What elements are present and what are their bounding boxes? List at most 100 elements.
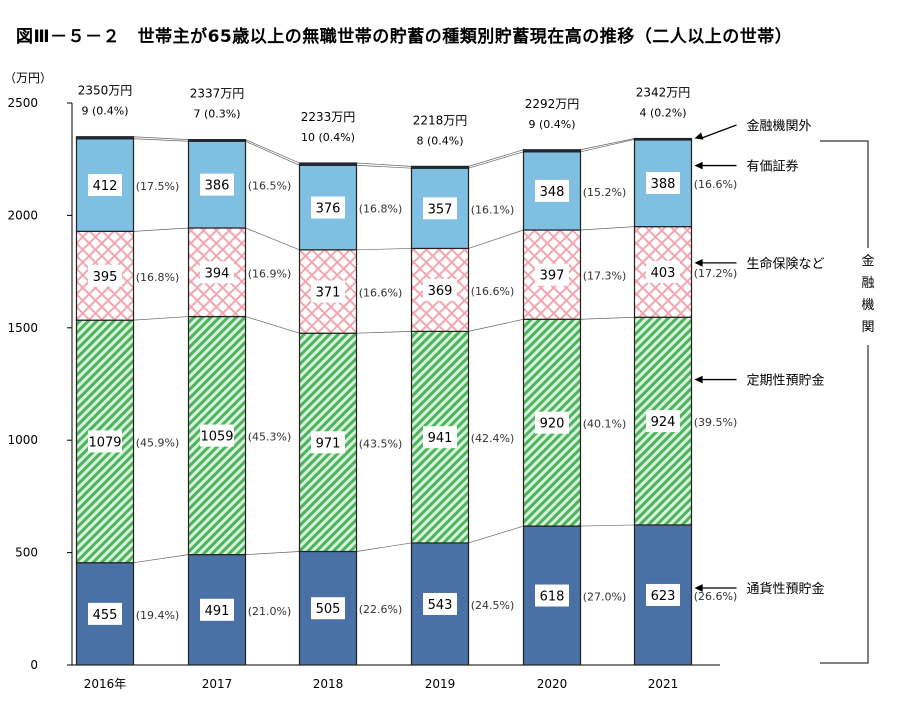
legend-label: 有価証券 bbox=[747, 159, 799, 175]
connector-line bbox=[245, 316, 300, 334]
bracket-label-char: 機 bbox=[861, 298, 874, 313]
value-label-box bbox=[88, 264, 122, 287]
bar-segment bbox=[522, 149, 582, 153]
x-tick-label: 2018 bbox=[313, 677, 344, 691]
x-tick-label: 2019 bbox=[425, 677, 456, 691]
connector-line bbox=[468, 318, 524, 332]
share-label: (21.0%) bbox=[248, 605, 292, 618]
connector-line bbox=[468, 151, 524, 169]
share-label: (16.6%) bbox=[694, 178, 738, 191]
connector-line bbox=[468, 229, 524, 249]
value-label-box bbox=[423, 426, 457, 449]
connector-line bbox=[356, 164, 412, 169]
value-label-box bbox=[423, 592, 457, 615]
connector-line bbox=[133, 138, 189, 142]
connector-line bbox=[580, 226, 635, 231]
bar-segment bbox=[187, 139, 247, 142]
value-label: 403 bbox=[651, 266, 676, 281]
bar-segment bbox=[75, 136, 135, 140]
y-axis-unit: （万円） bbox=[4, 71, 52, 85]
y-tick-label: 0 bbox=[30, 658, 38, 672]
value-label-box bbox=[88, 174, 122, 197]
share-label: (15.2%) bbox=[583, 186, 627, 199]
share-label: (24.5%) bbox=[471, 599, 515, 612]
value-label-box bbox=[88, 602, 122, 625]
value-label-box bbox=[88, 430, 122, 453]
outside-label: 7 (0.3%) bbox=[193, 108, 240, 121]
value-label: 941 bbox=[428, 431, 453, 446]
value-label-box bbox=[646, 172, 680, 195]
bracket-label-char: 融 bbox=[861, 276, 874, 291]
bracket-label-char: 関 bbox=[861, 320, 874, 335]
connector-line bbox=[245, 140, 300, 166]
bracket-label-char: 金 bbox=[861, 253, 874, 269]
value-label: 397 bbox=[540, 269, 565, 284]
value-label: 412 bbox=[93, 179, 118, 194]
connector-line bbox=[356, 248, 412, 251]
value-label-box bbox=[646, 410, 680, 433]
connector-line bbox=[356, 162, 412, 167]
share-label: (16.6%) bbox=[471, 285, 515, 298]
arrow-head-icon bbox=[694, 259, 703, 267]
value-label: 371 bbox=[316, 285, 341, 300]
connector-line bbox=[580, 139, 635, 153]
value-label: 1079 bbox=[88, 435, 121, 450]
share-label: (22.6%) bbox=[359, 603, 403, 616]
connector-line bbox=[133, 136, 189, 140]
share-label: (17.2%) bbox=[694, 267, 738, 280]
value-label: 348 bbox=[540, 185, 565, 200]
share-label: (27.0%) bbox=[583, 591, 627, 604]
connector-line bbox=[133, 227, 189, 232]
value-label: 386 bbox=[205, 179, 230, 194]
value-label: 971 bbox=[316, 436, 341, 451]
value-label-box bbox=[423, 197, 457, 220]
arrow-head-icon bbox=[694, 375, 703, 384]
bracket-line bbox=[820, 140, 869, 248]
share-label: (19.4%) bbox=[136, 609, 180, 622]
legend-label: 金融機関外 bbox=[747, 118, 812, 134]
connector-line bbox=[580, 316, 635, 320]
value-label-box bbox=[311, 196, 345, 219]
connector-line bbox=[580, 138, 635, 151]
connector-line bbox=[468, 149, 524, 167]
outside-label: 4 (0.2%) bbox=[639, 107, 686, 120]
y-tick-label: 2000 bbox=[7, 208, 38, 222]
bracket-line bbox=[820, 345, 869, 664]
value-label-box bbox=[200, 424, 234, 447]
share-label: (16.1%) bbox=[471, 203, 515, 216]
connector-line bbox=[133, 316, 189, 321]
total-label: 2233万円 bbox=[301, 110, 356, 124]
value-label: 357 bbox=[428, 202, 453, 217]
share-label: (26.6%) bbox=[694, 590, 738, 603]
x-tick-label: 2016年 bbox=[84, 677, 127, 691]
value-label: 395 bbox=[93, 270, 118, 285]
value-label-box bbox=[646, 260, 680, 283]
value-label-box bbox=[535, 179, 569, 202]
share-label: (17.3%) bbox=[583, 270, 627, 283]
connector-line bbox=[580, 524, 635, 527]
share-label: (45.3%) bbox=[248, 431, 292, 444]
legend-label: 定期性預貯金 bbox=[747, 373, 825, 389]
total-label: 2292万円 bbox=[525, 97, 580, 111]
x-tick-label: 2020 bbox=[537, 677, 568, 691]
value-label: 388 bbox=[651, 177, 676, 192]
value-label-box bbox=[200, 173, 234, 196]
share-label: (42.4%) bbox=[471, 432, 515, 445]
arrow-head-icon bbox=[694, 161, 703, 170]
y-tick-label: 2500 bbox=[7, 96, 38, 110]
connector-line bbox=[245, 551, 300, 555]
connector-line bbox=[133, 554, 189, 564]
outside-label: 9 (0.4%) bbox=[528, 118, 575, 131]
share-label: (16.5%) bbox=[248, 180, 292, 193]
share-label: (16.6%) bbox=[359, 286, 403, 299]
total-label: 2350万円 bbox=[78, 84, 133, 98]
outside-label: 8 (0.4%) bbox=[416, 134, 463, 147]
share-label: (16.9%) bbox=[248, 267, 292, 280]
bar-segment bbox=[298, 162, 358, 166]
connector-line bbox=[468, 525, 524, 544]
chart-title: 図Ⅲ－５－２ 世帯主が65歳以上の無職世帯の貯蓄の種類別貯蓄現在高の推移（二人以… bbox=[16, 27, 793, 47]
share-label: (40.1%) bbox=[583, 418, 627, 431]
arrow-head-icon bbox=[694, 132, 704, 140]
total-label: 2342万円 bbox=[636, 86, 691, 100]
legend-label: 生命保険など bbox=[747, 256, 825, 272]
